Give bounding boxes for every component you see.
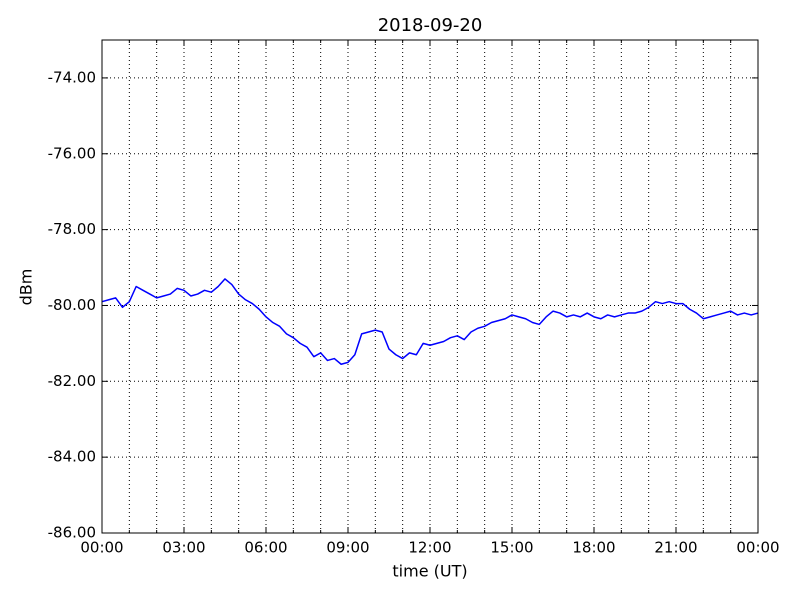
plot-frame [101,39,759,534]
x-tick-label: 12:00 [408,539,451,557]
x-tick-label: 09:00 [326,539,369,557]
y-tick-label: -82.00 [48,372,96,390]
y-tick-label: -76.00 [48,144,96,162]
x-tick-label: 15:00 [490,539,533,557]
y-tick-label: -80.00 [48,296,96,314]
y-tick-label: -86.00 [48,524,96,542]
y-tick-label: -78.00 [48,220,96,238]
data-line [101,278,759,365]
x-tick-label: 00:00 [80,539,123,557]
x-tick-label: 03:00 [162,539,205,557]
y-axis-label: dBm [17,269,36,306]
x-tick-label: 21:00 [654,539,697,557]
x-axis-label: time (UT) [392,562,467,581]
x-tick-label: 06:00 [244,539,287,557]
x-tick-label: 00:00 [736,539,779,557]
y-tick-label: -84.00 [48,448,96,466]
x-tick-label: 18:00 [572,539,615,557]
chart-title: 2018-09-20 [378,15,483,36]
y-tick-label: -74.00 [48,68,96,86]
